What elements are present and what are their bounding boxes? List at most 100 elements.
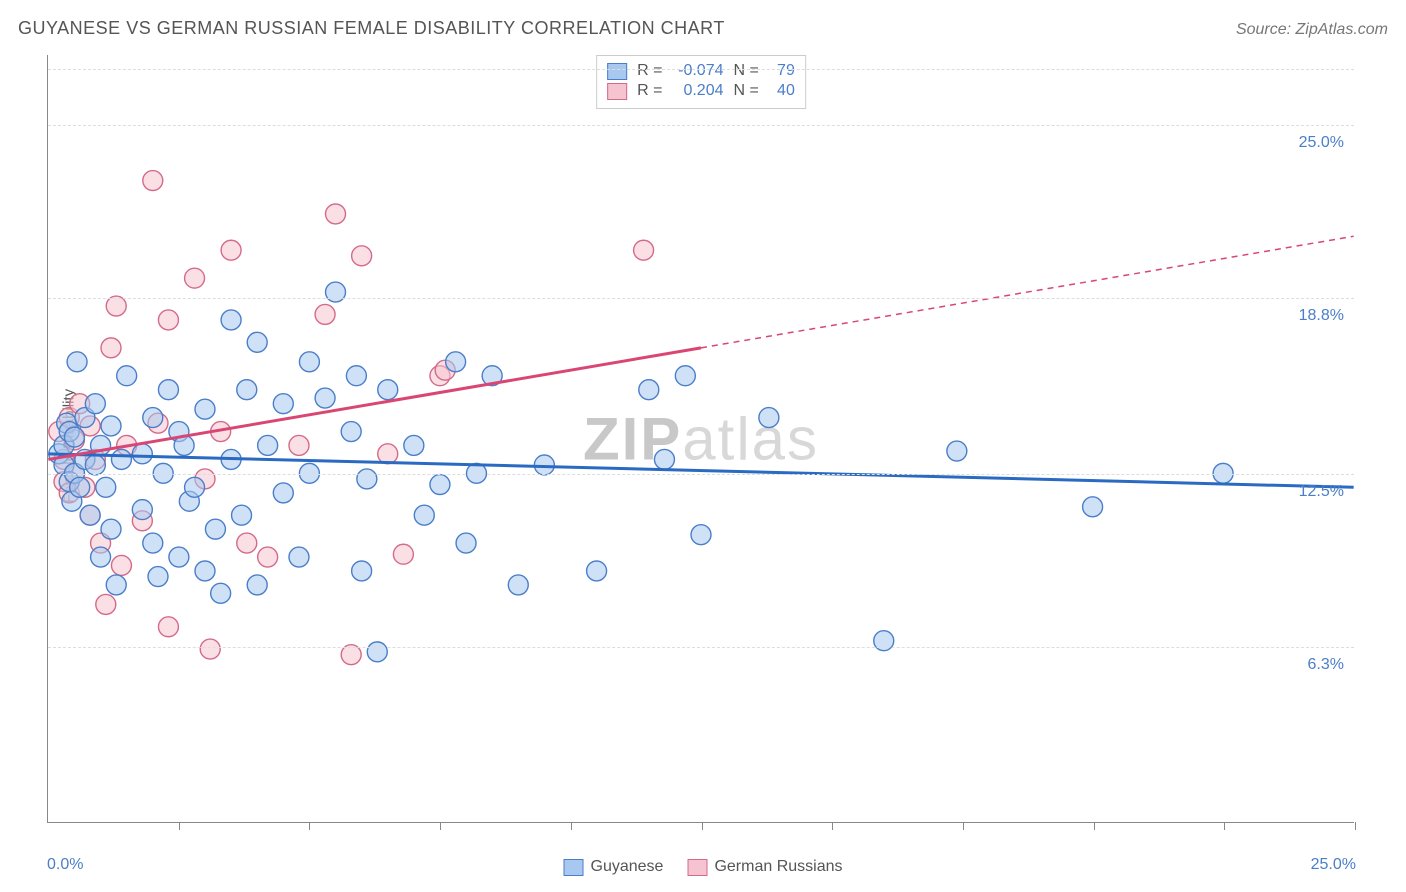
data-point [247,575,267,595]
bottom-legend: Guyanese German Russians [564,858,843,876]
data-point [96,477,116,497]
plot-svg [48,55,1354,822]
data-point [315,304,335,324]
data-point [205,519,225,539]
data-point [289,435,309,455]
data-point [106,296,126,316]
chart-header: GUYANESE VS GERMAN RUSSIAN FEMALE DISABI… [18,18,1388,39]
data-point [299,352,319,372]
data-point [357,469,377,489]
data-point [247,332,267,352]
data-point [169,547,189,567]
data-point [117,366,137,386]
chart-title: GUYANESE VS GERMAN RUSSIAN FEMALE DISABI… [18,18,725,39]
x-tick [309,822,310,830]
x-tick [963,822,964,830]
x-tick [440,822,441,830]
data-point [96,594,116,614]
data-point [158,380,178,400]
data-point [393,544,413,564]
data-point [221,310,241,330]
data-point [143,533,163,553]
data-point [326,282,346,302]
gridline [48,69,1354,70]
x-tick [1355,822,1356,830]
data-point [273,483,293,503]
gridline [48,474,1354,475]
data-point [237,380,257,400]
legend-item-german: German Russians [687,858,842,876]
x-axis-max: 25.0% [1311,856,1356,874]
data-point [101,519,121,539]
x-tick [1224,822,1225,830]
data-point [634,240,654,260]
x-tick [1094,822,1095,830]
y-tick-label: 25.0% [1299,134,1344,152]
data-point [132,444,152,464]
data-point [352,561,372,581]
y-tick-label: 12.5% [1299,483,1344,501]
data-point [111,555,131,575]
data-point [200,639,220,659]
data-point [67,352,87,372]
data-point [675,366,695,386]
legend-label-guyanese: Guyanese [591,858,664,876]
gridline [48,125,1354,126]
data-point [352,246,372,266]
data-point [148,567,168,587]
data-point [143,171,163,191]
data-point [1083,497,1103,517]
data-point [64,427,84,447]
data-point [446,352,466,372]
data-point [273,394,293,414]
data-point [430,475,450,495]
data-point [289,547,309,567]
data-point [185,268,205,288]
data-point [258,547,278,567]
x-tick [571,822,572,830]
data-point [195,561,215,581]
data-point [654,449,674,469]
data-point [232,505,252,525]
data-point [85,394,105,414]
data-point [158,617,178,637]
data-point [414,505,434,525]
data-point [947,441,967,461]
data-point [70,477,90,497]
data-point [759,408,779,428]
data-point [326,204,346,224]
data-point [106,575,126,595]
data-point [143,408,163,428]
chart-source: Source: ZipAtlas.com [1236,21,1388,39]
chart-container: GUYANESE VS GERMAN RUSSIAN FEMALE DISABI… [0,0,1406,892]
data-point [508,575,528,595]
x-tick [832,822,833,830]
data-point [587,561,607,581]
data-point [378,380,398,400]
data-point [346,366,366,386]
data-point [691,525,711,545]
data-point [80,505,100,525]
data-point [639,380,659,400]
data-point [315,388,335,408]
data-point [221,240,241,260]
legend-swatch-german [687,859,707,876]
data-point [85,455,105,475]
data-point [132,500,152,520]
legend-swatch-guyanese [564,859,584,876]
data-point [237,533,257,553]
data-point [111,449,131,469]
plot-area: ZIPatlas R = -0.074 N = 79 R = 0.204 N =… [47,55,1354,823]
data-point [185,477,205,497]
data-point [211,583,231,603]
x-axis-min: 0.0% [47,856,83,874]
x-tick [179,822,180,830]
data-point [195,399,215,419]
gridline [48,647,1354,648]
data-point [456,533,476,553]
data-point [258,435,278,455]
legend-item-guyanese: Guyanese [564,858,664,876]
data-point [367,642,387,662]
data-point [158,310,178,330]
data-point [341,422,361,442]
